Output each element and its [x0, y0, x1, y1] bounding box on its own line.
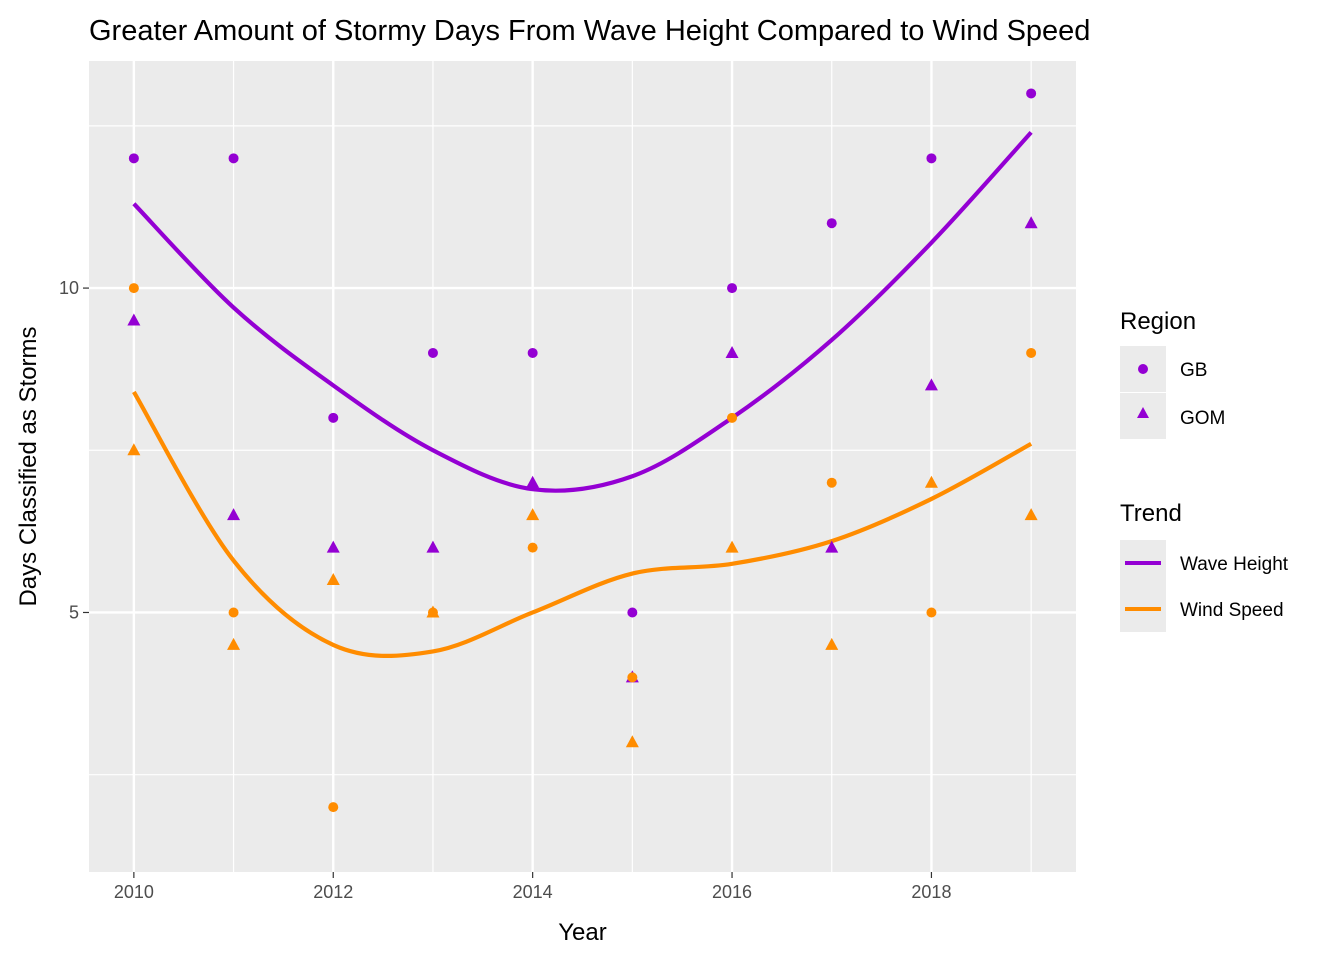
point-wind-speed-gb [1026, 347, 1037, 358]
chart-title: Greater Amount of Stormy Days From Wave … [89, 15, 1090, 47]
point-wave-height-gom [924, 378, 938, 391]
point-wave-height-gb [826, 218, 837, 229]
point-wind-speed-gom [725, 540, 739, 553]
trend-lines [132, 130, 1033, 659]
legend-trend: Trend Wave Height Wind Speed [1120, 500, 1289, 632]
point-wave-height-gb [1026, 88, 1037, 99]
point-wind-speed-gom [127, 443, 141, 456]
y-axis-title: Days Classified as Storms [15, 326, 42, 606]
point-wind-speed-gb [926, 607, 937, 618]
legend-trend-title: Trend [1120, 500, 1182, 527]
point-wave-height-gb [627, 607, 638, 618]
point-wind-speed-gb [128, 283, 139, 294]
x-tick-label: 2010 [114, 882, 154, 902]
point-wave-height-gom [725, 345, 739, 358]
x-axis: 2010 2012 2014 2016 2018 [114, 872, 951, 902]
point-wind-speed-gom [227, 637, 241, 650]
point-wind-speed-gom [924, 475, 938, 488]
legend-label-gb: GB [1180, 360, 1207, 381]
point-wave-height-gb [527, 347, 538, 358]
point-wind-speed-gom [526, 508, 540, 521]
x-tick-label: 2016 [712, 882, 752, 902]
legend-label-wind-speed: Wind Speed [1180, 600, 1284, 621]
point-wind-speed-gb [627, 672, 638, 683]
point-wave-height-gom [326, 540, 340, 553]
point-wind-speed-gb [727, 412, 738, 423]
point-wind-speed-gb [328, 802, 339, 813]
point-wind-speed-gom [326, 573, 340, 586]
point-wave-height-gb [727, 283, 738, 294]
point-wind-speed-gb [826, 477, 837, 488]
x-tick-label: 2018 [911, 882, 951, 902]
y-tick-label: 5 [69, 602, 79, 622]
point-wind-speed-gom [825, 637, 839, 650]
trend-line-wave-height [132, 130, 1033, 493]
point-wave-height-gom [426, 540, 440, 553]
point-wind-speed-gom [1024, 508, 1038, 521]
y-tick-label: 10 [59, 278, 79, 298]
point-wind-speed-gb [228, 607, 239, 618]
legend-region: Region GB GOM [1120, 308, 1225, 439]
point-wave-height-gom [825, 540, 839, 553]
x-axis-title: Year [558, 919, 607, 946]
legend-label-gom: GOM [1180, 408, 1225, 429]
point-wave-height-gom [1024, 216, 1038, 229]
point-wave-height-gom [227, 508, 241, 521]
point-wave-height-gb [328, 412, 339, 423]
point-wind-speed-gom [625, 735, 639, 748]
grid-minor [89, 61, 1076, 872]
point-wave-height-gb [228, 153, 239, 164]
plot-panel [89, 61, 1076, 872]
grid-major [89, 61, 1076, 872]
legend-region-title: Region [1120, 308, 1196, 335]
point-wave-height-gb [128, 153, 139, 164]
y-axis: 5 10 [59, 278, 89, 622]
legend-label-wave-height: Wave Height [1180, 554, 1289, 575]
data-points [127, 88, 1038, 813]
point-wave-height-gb [926, 153, 937, 164]
legend-key-gb-icon [1138, 364, 1148, 374]
x-tick-label: 2014 [513, 882, 553, 902]
point-wind-speed-gb [527, 542, 538, 553]
trend-line-wind-speed [132, 390, 1033, 659]
x-tick-label: 2012 [313, 882, 353, 902]
point-wave-height-gom [526, 475, 540, 488]
point-wind-speed-gom [426, 605, 440, 618]
point-wave-height-gb [427, 347, 438, 358]
legend-key-gom-icon [1137, 407, 1149, 418]
point-wave-height-gom [127, 313, 141, 326]
